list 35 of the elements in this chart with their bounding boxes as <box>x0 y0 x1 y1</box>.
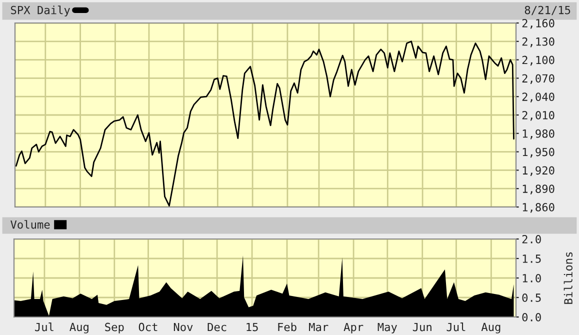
x-tick-label: Jul <box>446 322 466 332</box>
x-tick-label: Aug <box>481 322 500 334</box>
x-tick-label: Oct <box>138 322 158 332</box>
legend-label: SPX Daily <box>10 6 70 16</box>
y-tick-label: 1.0 <box>522 274 541 282</box>
x-tick-label: Mar <box>309 322 328 332</box>
x-tick-label: Aug <box>70 322 88 334</box>
y-tick-label: 1.5 <box>522 254 541 263</box>
x-tick-label: Feb <box>278 322 296 332</box>
x-tick-label: Jul <box>35 322 54 332</box>
line-series <box>15 40 514 206</box>
y-tick-label: 2,040 <box>522 92 554 102</box>
y-tick-label: 2,070 <box>522 74 554 84</box>
x-tick-label: Jun <box>412 322 432 332</box>
y-tick-label: 1,950 <box>522 148 554 158</box>
legend-label: Volume <box>10 220 50 229</box>
y-tick-label: 1,890 <box>522 184 554 194</box>
y-tick-label: 2,100 <box>522 56 554 66</box>
x-tick-label: Apr <box>344 322 364 334</box>
x-tick-label: Nov <box>174 322 193 332</box>
x-tick-label: 15 <box>246 322 258 332</box>
y-tick-label: 2.0 <box>522 235 541 244</box>
y-tick-label: 2,130 <box>522 37 554 48</box>
y-tick-label: 1,980 <box>522 129 554 140</box>
y-tick-label: 2,010 <box>522 111 554 121</box>
y-axis-title: Billions <box>564 252 573 304</box>
y-tick-label: 0.0 <box>522 313 541 322</box>
x-tick-label: Dec <box>208 322 226 332</box>
text: 8/21/15 <box>524 6 570 16</box>
y-tick-label: 0.5 <box>522 294 541 302</box>
y-tick-label: 1,860 <box>522 203 554 213</box>
x-tick-label: Sep <box>105 322 124 334</box>
y-tick-label: 2,160 <box>522 19 554 29</box>
x-tick-label: May <box>378 322 397 334</box>
y-tick-label: 1,920 <box>522 166 554 176</box>
